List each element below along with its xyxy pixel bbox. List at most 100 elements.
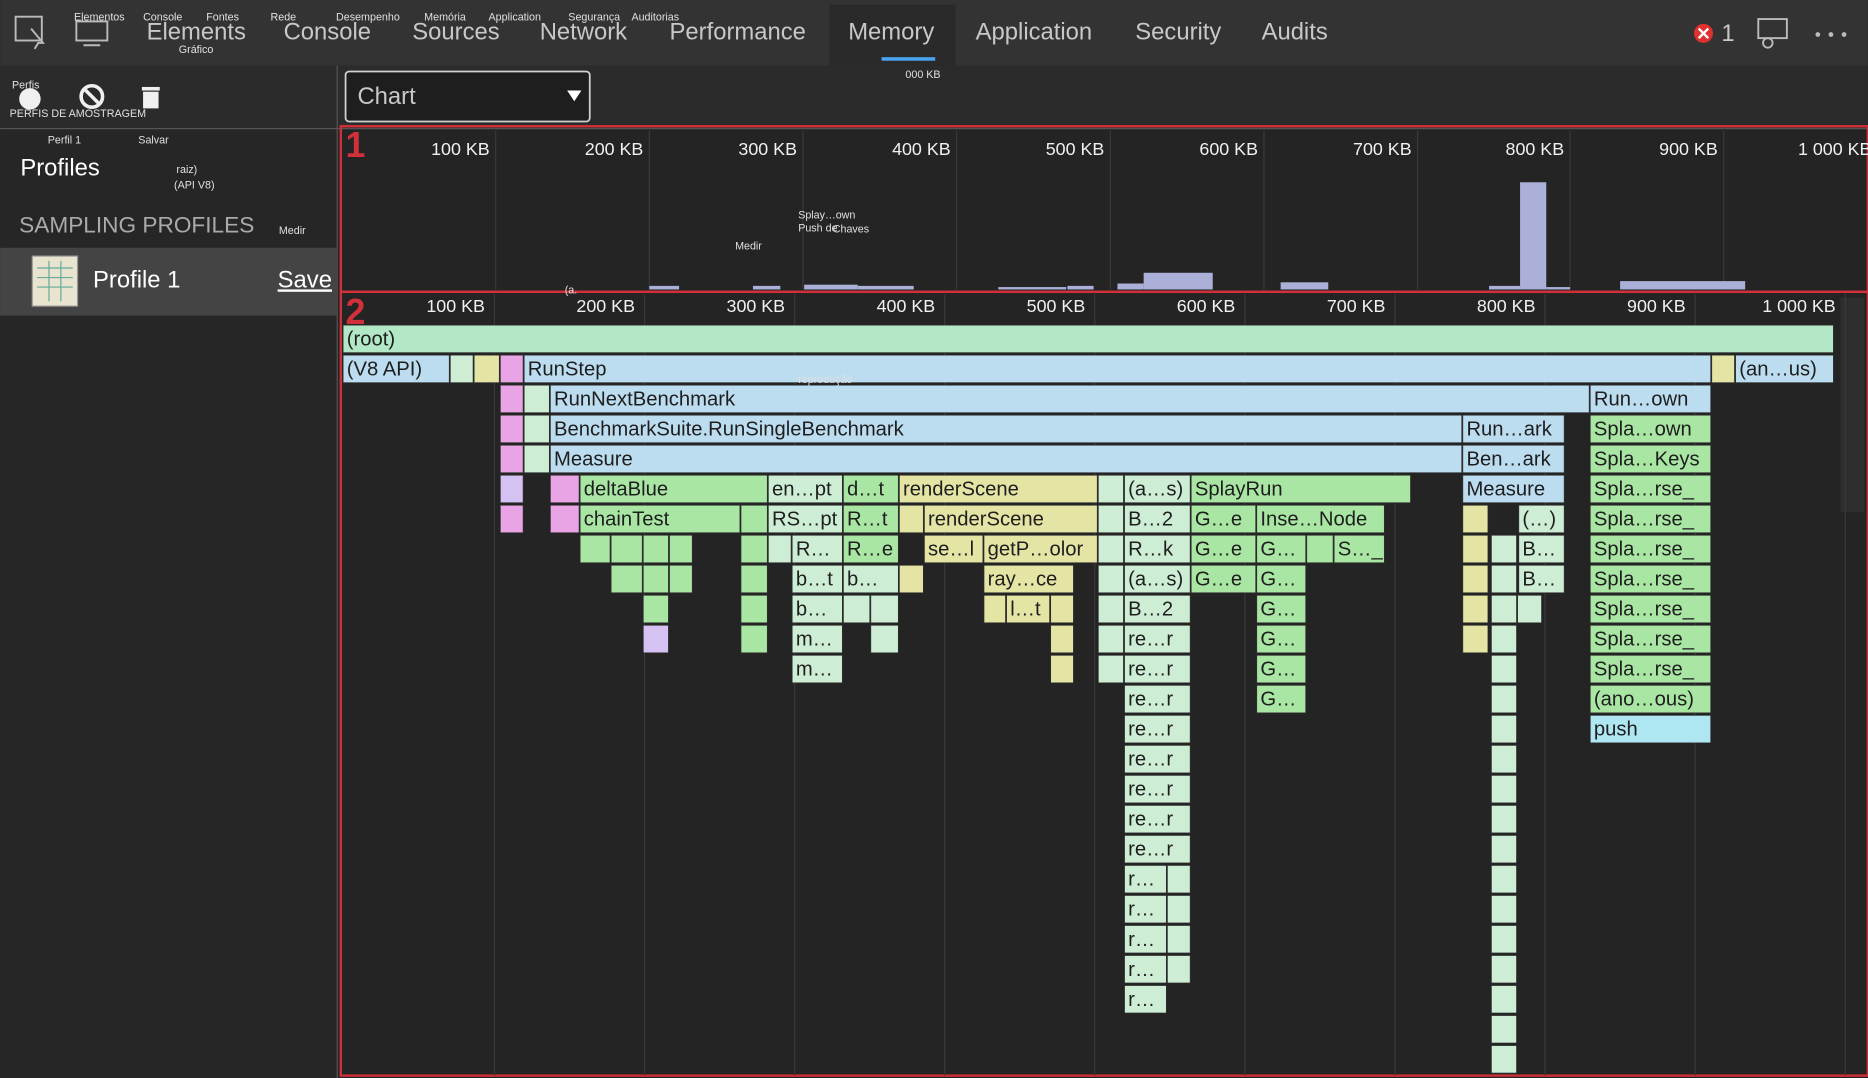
flame-frame[interactable] <box>1098 565 1124 594</box>
flame-frame[interactable] <box>1124 865 1167 894</box>
flame-frame[interactable] <box>899 504 924 533</box>
inspect-icon[interactable] <box>14 15 46 50</box>
clear-button[interactable] <box>79 83 105 109</box>
flame-frame[interactable] <box>500 384 524 413</box>
flame-frame[interactable] <box>983 565 1074 594</box>
trash-button[interactable] <box>141 86 160 109</box>
flame-frame[interactable] <box>579 504 741 533</box>
flame-frame[interactable] <box>1124 835 1191 864</box>
flame-frame[interactable] <box>1491 1015 1517 1044</box>
tab[interactable]: Network <box>540 19 627 46</box>
flame-frame[interactable] <box>740 535 768 564</box>
flame-frame[interactable] <box>1124 535 1191 564</box>
flame-frame[interactable] <box>870 625 899 654</box>
flame-frame[interactable] <box>1098 595 1124 624</box>
flame-frame[interactable] <box>1306 535 1334 564</box>
tab[interactable]: Application <box>976 19 1093 46</box>
flame-frame[interactable] <box>669 535 693 564</box>
flame-frame[interactable] <box>1462 504 1489 533</box>
flame-frame[interactable] <box>1333 535 1385 564</box>
flame-frame[interactable] <box>643 595 669 624</box>
flame-frame[interactable] <box>1462 414 1565 443</box>
flame-frame[interactable] <box>1590 565 1711 594</box>
flame-frame[interactable] <box>1124 504 1191 533</box>
flame-frame[interactable] <box>1491 1045 1517 1074</box>
flame-frame[interactable] <box>1590 715 1711 744</box>
flame-frame[interactable] <box>1491 955 1517 984</box>
view-select-label[interactable]: Chart <box>357 83 416 110</box>
flame-frame[interactable] <box>1491 775 1517 804</box>
flame-frame[interactable] <box>740 595 768 624</box>
flame-frame[interactable] <box>550 414 1462 443</box>
flame-frame[interactable] <box>1124 625 1191 654</box>
flame-frame[interactable] <box>1190 504 1256 533</box>
flame-frame[interactable] <box>1518 504 1565 533</box>
flame-frame[interactable] <box>1124 595 1191 624</box>
flame-frame[interactable] <box>1124 655 1191 684</box>
flame-frame[interactable] <box>1050 595 1074 624</box>
flame-frame[interactable] <box>1590 384 1711 413</box>
flame-frame[interactable] <box>1491 865 1517 894</box>
flame-frame[interactable] <box>500 474 524 503</box>
flame-frame[interactable] <box>1050 625 1074 654</box>
flame-frame[interactable] <box>983 595 1006 624</box>
flame-frame[interactable] <box>899 474 1098 503</box>
flame-frame[interactable] <box>1124 895 1167 924</box>
flame-frame[interactable] <box>1491 685 1517 714</box>
view-select[interactable] <box>344 70 591 123</box>
flame-frame[interactable] <box>1098 655 1124 684</box>
flame-frame[interactable] <box>740 504 768 533</box>
save-link[interactable]: Save <box>278 266 332 293</box>
flame-frame[interactable] <box>500 414 524 443</box>
flame-frame[interactable] <box>550 474 580 503</box>
flame-frame[interactable] <box>1491 625 1517 654</box>
flame-frame[interactable] <box>1098 625 1124 654</box>
tab[interactable]: Audits <box>1262 19 1328 46</box>
flame-frame[interactable] <box>1124 925 1167 954</box>
flame-frame[interactable] <box>342 324 1834 353</box>
flame-frame[interactable] <box>1491 715 1517 744</box>
flame-frame[interactable] <box>1124 805 1191 834</box>
feedback-icon[interactable] <box>1757 18 1788 49</box>
flame-frame[interactable] <box>1491 985 1517 1014</box>
flame-frame[interactable] <box>791 655 843 684</box>
flame-frame[interactable] <box>500 504 524 533</box>
flame-frame[interactable] <box>1190 565 1256 594</box>
flame-frame[interactable] <box>1590 474 1711 503</box>
flame-frame[interactable] <box>550 504 580 533</box>
error-count[interactable]: 1 <box>1721 20 1734 47</box>
flame-frame[interactable] <box>1256 565 1306 594</box>
flame-frame[interactable] <box>1735 354 1834 383</box>
flame-frame[interactable] <box>1167 865 1191 894</box>
flame-frame[interactable] <box>1124 565 1191 594</box>
flame-frame[interactable] <box>1050 655 1074 684</box>
flame-frame[interactable] <box>791 565 843 594</box>
flame-frame[interactable] <box>523 384 550 413</box>
flame-frame[interactable] <box>1006 595 1050 624</box>
flame-frame[interactable] <box>843 535 899 564</box>
flame-frame[interactable] <box>1590 595 1711 624</box>
flame-frame[interactable] <box>1124 775 1191 804</box>
tab[interactable]: Sources <box>412 19 499 46</box>
more-icon[interactable] <box>1815 32 1847 37</box>
flame-frame[interactable] <box>669 565 693 594</box>
scrollbar[interactable] <box>1840 297 1865 513</box>
flame-frame[interactable] <box>1462 595 1489 624</box>
flame-frame[interactable] <box>1518 565 1565 594</box>
flame-frame[interactable] <box>610 565 643 594</box>
flame-frame[interactable] <box>1167 895 1191 924</box>
flame-frame[interactable] <box>342 354 450 383</box>
flame-frame[interactable] <box>523 414 550 443</box>
flame-frame[interactable] <box>450 354 474 383</box>
flame-frame[interactable] <box>500 354 524 383</box>
flame-frame[interactable] <box>1590 535 1711 564</box>
flame-frame[interactable] <box>791 595 843 624</box>
flame-frame[interactable] <box>523 354 1711 383</box>
flame-frame[interactable] <box>1462 535 1489 564</box>
flame-frame[interactable] <box>1256 504 1385 533</box>
flame-frame[interactable] <box>1098 535 1124 564</box>
flame-frame[interactable] <box>610 535 643 564</box>
flame-frame[interactable] <box>1462 474 1565 503</box>
flame-frame[interactable] <box>1517 595 1542 624</box>
flame-frame[interactable] <box>1491 535 1517 564</box>
